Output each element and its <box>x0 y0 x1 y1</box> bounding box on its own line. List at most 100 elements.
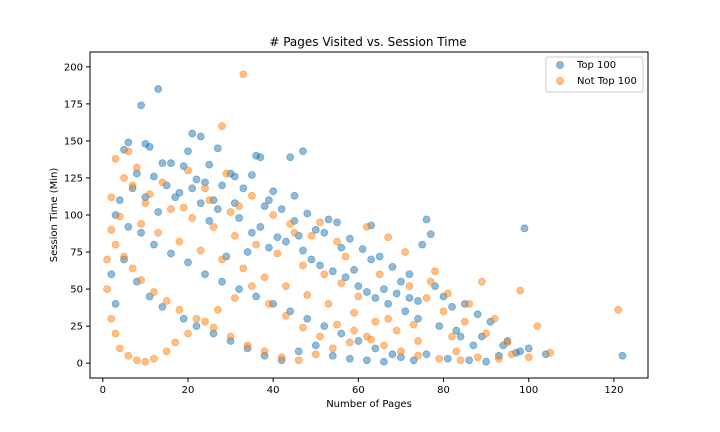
data-point <box>247 191 256 200</box>
data-point <box>260 347 269 356</box>
data-point <box>431 267 439 276</box>
data-point <box>132 356 141 365</box>
data-point <box>320 322 329 331</box>
data-point <box>149 354 158 363</box>
data-point <box>503 338 512 347</box>
x-tick-label: 120 <box>604 385 623 396</box>
data-point <box>337 329 346 338</box>
data-point <box>426 230 435 239</box>
data-point <box>333 320 341 329</box>
data-point <box>303 314 312 323</box>
data-point <box>137 276 146 285</box>
data-point <box>448 332 456 341</box>
data-point <box>179 314 188 323</box>
data-point <box>265 196 273 205</box>
data-point <box>354 292 363 301</box>
x-tick-label: 20 <box>182 385 195 396</box>
y-tick-label: 0 <box>77 359 83 370</box>
data-point <box>490 314 499 323</box>
legend-label-top-100: Top 100 <box>576 60 616 71</box>
y-tick-label: 175 <box>64 99 83 110</box>
data-point <box>158 159 167 168</box>
data-point <box>286 219 295 228</box>
data-point <box>162 347 171 356</box>
data-point <box>303 209 312 218</box>
data-point <box>320 270 329 279</box>
data-point <box>482 357 491 366</box>
data-point <box>154 85 163 93</box>
y-axis: 0 25 50 75 100 125 150 175 200 <box>64 62 90 370</box>
data-point <box>205 196 214 205</box>
data-point <box>277 353 286 362</box>
data-point <box>401 248 410 256</box>
data-point <box>145 142 154 151</box>
data-point <box>213 205 222 213</box>
data-point <box>137 219 146 228</box>
data-point <box>337 279 346 288</box>
data-point <box>209 323 218 332</box>
data-point <box>465 356 473 365</box>
data-point <box>154 228 163 237</box>
data-point <box>128 181 137 190</box>
data-point <box>337 243 346 252</box>
data-point <box>354 282 363 291</box>
data-point <box>239 70 248 79</box>
data-point <box>533 322 542 331</box>
data-point <box>388 262 397 271</box>
data-point <box>103 285 111 293</box>
data-point <box>324 300 333 308</box>
data-point <box>273 233 282 242</box>
data-point <box>218 122 226 130</box>
data-point <box>192 314 201 323</box>
data-point <box>316 332 324 341</box>
data-point <box>422 215 431 224</box>
data-point <box>230 231 239 240</box>
data-point <box>401 307 410 316</box>
data-point <box>414 297 422 305</box>
data-point <box>452 347 461 356</box>
data-point <box>392 326 401 335</box>
data-point <box>452 326 461 335</box>
data-point <box>282 282 290 291</box>
data-point <box>260 202 269 211</box>
data-point <box>409 320 418 329</box>
data-point <box>209 222 218 231</box>
data-point <box>311 225 320 234</box>
data-point <box>375 270 384 279</box>
data-point <box>333 218 341 227</box>
x-tick-label: 100 <box>519 385 538 396</box>
data-point <box>367 335 376 344</box>
data-point <box>239 184 248 193</box>
data-point <box>303 291 312 299</box>
data-point <box>235 214 243 222</box>
data-point <box>115 196 124 205</box>
data-point <box>247 282 256 291</box>
data-point <box>405 270 414 279</box>
x-axis: 0 20 40 60 80 100 120 <box>100 378 623 396</box>
data-point <box>226 208 235 216</box>
data-point <box>362 356 371 365</box>
y-tick-label: 50 <box>70 285 83 296</box>
data-point <box>103 255 111 264</box>
data-point <box>158 302 167 311</box>
data-point <box>435 354 444 363</box>
data-point <box>196 199 205 208</box>
data-point <box>124 147 133 156</box>
data-point <box>218 181 226 190</box>
data-point <box>124 351 133 360</box>
data-point <box>213 144 222 153</box>
data-point <box>328 267 337 276</box>
data-point <box>299 147 307 156</box>
data-point <box>154 208 163 216</box>
data-point <box>418 240 427 249</box>
data-point <box>311 350 320 359</box>
y-tick-label: 100 <box>64 211 83 222</box>
data-point <box>184 258 192 267</box>
data-point <box>124 138 133 147</box>
data-point <box>316 218 324 227</box>
data-point <box>307 255 316 264</box>
data-point <box>405 294 414 302</box>
data-point <box>371 294 380 302</box>
data-point <box>345 234 354 243</box>
